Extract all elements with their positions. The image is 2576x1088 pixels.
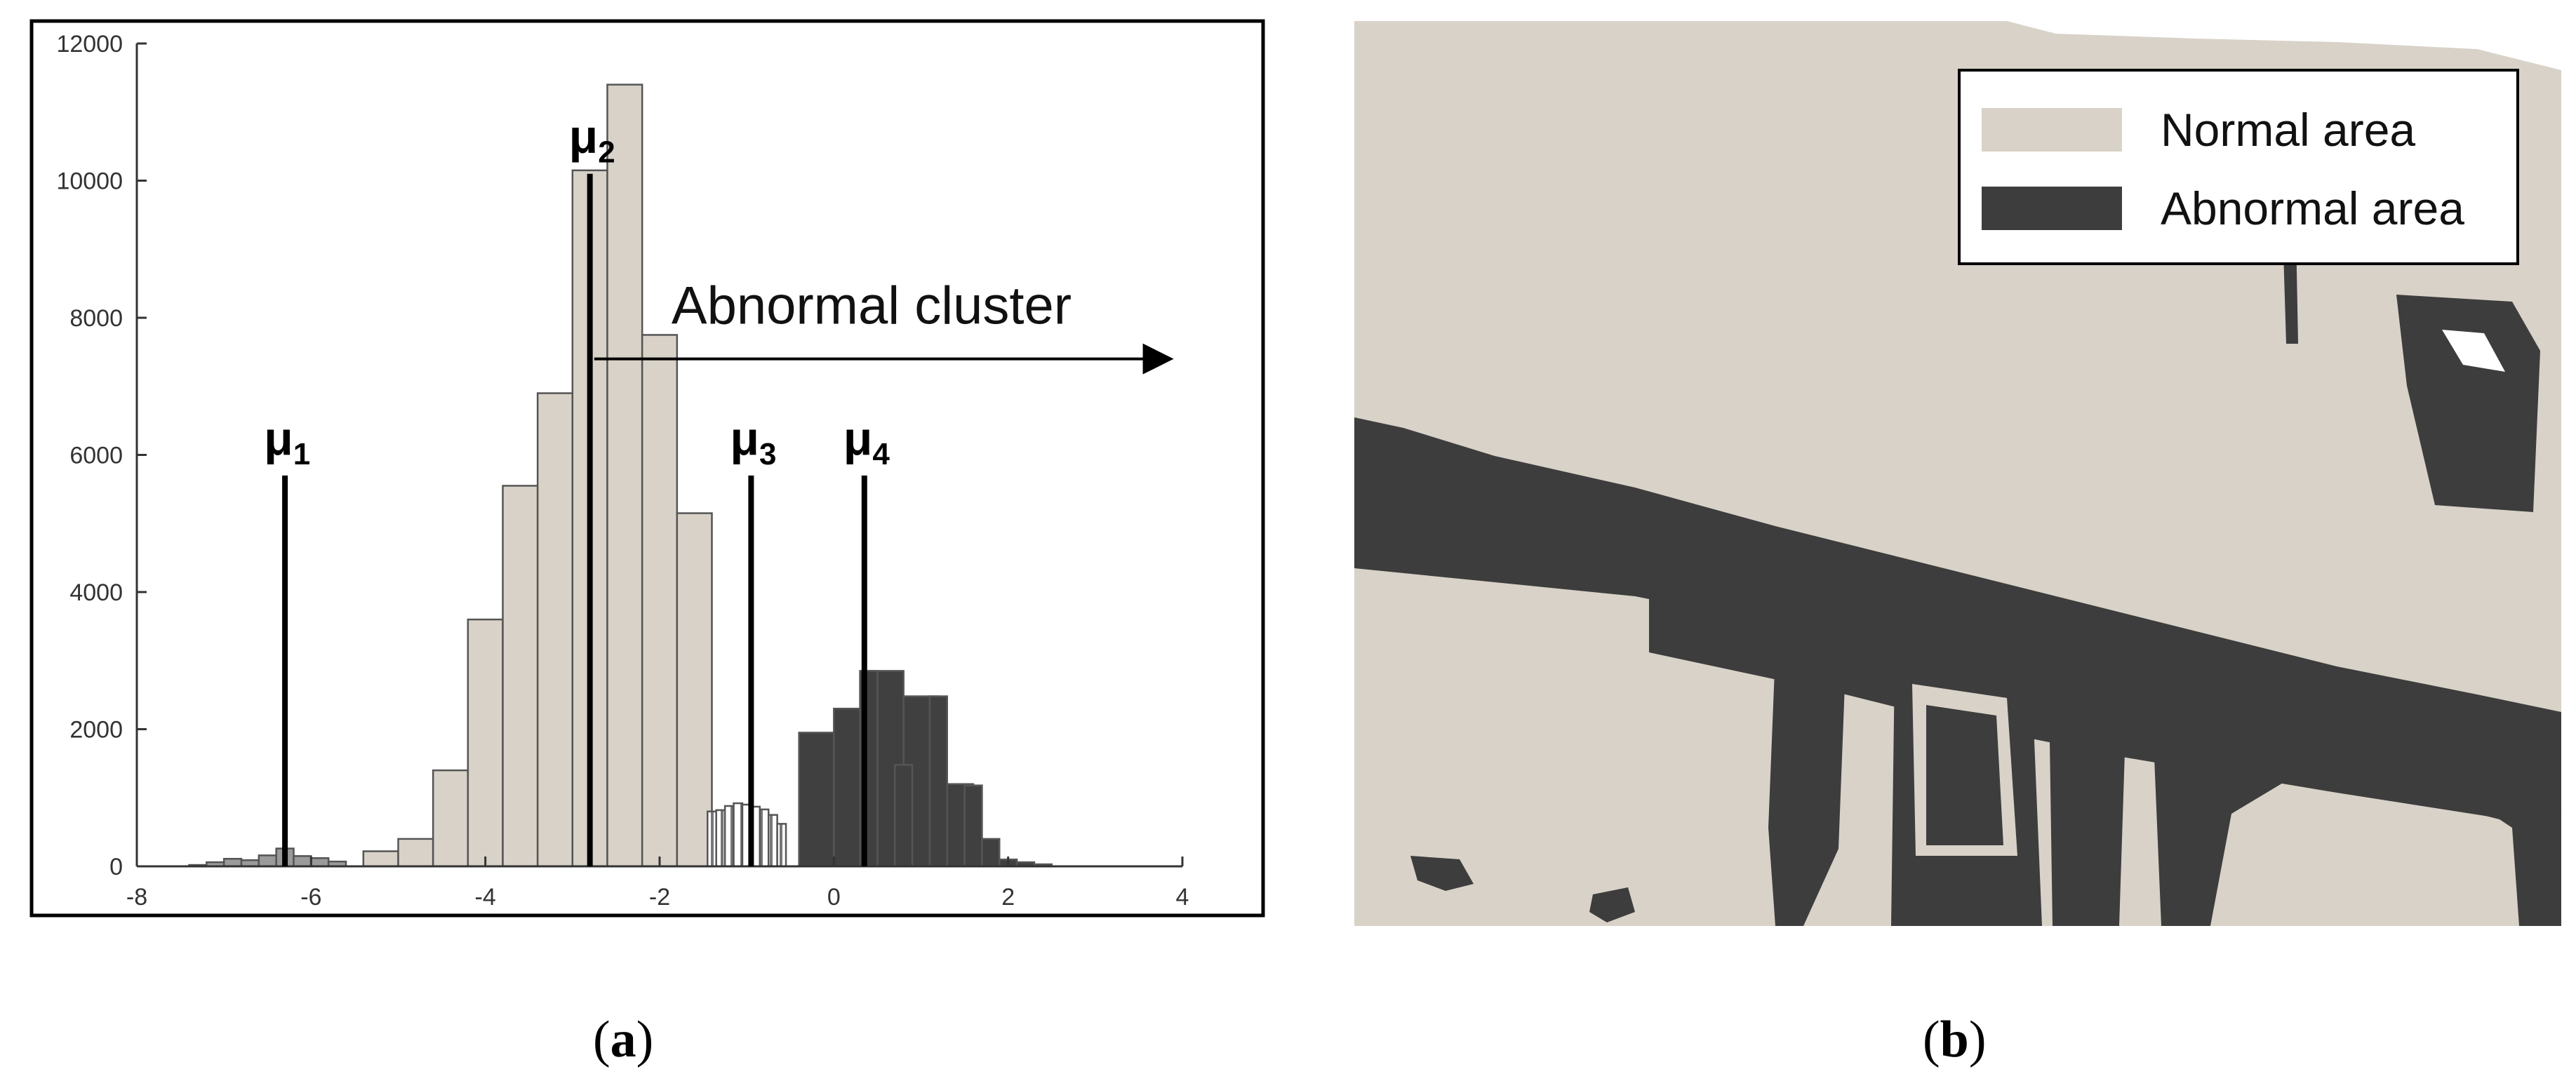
bar-cluster-3 [733, 802, 744, 868]
bar-cluster-3 [715, 809, 726, 868]
bar-cluster-3 [776, 823, 787, 868]
x-tick-label: -4 [475, 884, 496, 911]
bar-cluster-2 [676, 512, 713, 868]
x-tick-label: 4 [1176, 884, 1189, 911]
y-tick-label: 0 [109, 854, 123, 880]
x-tick-label: -8 [126, 884, 147, 911]
legend-item-normal: Normal area [1982, 98, 2415, 161]
bar-cluster-2 [606, 83, 643, 868]
caption-a-letter: a [610, 1011, 636, 1068]
normal-top-ridge [2007, 21, 2561, 70]
caption-a: (a) [593, 1011, 654, 1068]
legend-label-abnormal: Abnormal area [2161, 182, 2464, 234]
abnormal-cluster-label: Abnormal cluster [672, 276, 1072, 336]
bar-cluster-2 [432, 769, 469, 868]
marker-label-mu1: μ1 [264, 412, 310, 471]
x-tick-label: 2 [1001, 884, 1015, 911]
y-tick-label: 8000 [69, 305, 123, 332]
abnormal-column-mid [2049, 694, 2126, 926]
bar-cluster-3 [723, 805, 735, 868]
bar-cluster-4-tail [981, 838, 1001, 868]
bar-cluster-2 [397, 838, 434, 868]
legend: Normal area Abnormal area [1958, 69, 2519, 265]
x-tick-label: 0 [827, 884, 841, 911]
bar-cluster-1 [222, 857, 243, 868]
y-tick-label: 6000 [69, 443, 123, 469]
bar-cluster-3 [707, 810, 717, 868]
histogram-panel: -8 -6 -4 -2 0 2 4 0 2000 4000 6000 8000 10000 12000 μ1… [0, 0, 1277, 933]
abnormal-window [2396, 295, 2540, 512]
bar-cluster-2 [536, 392, 574, 868]
bar-cluster-1 [293, 855, 312, 868]
caption-b: (b) [1923, 1011, 1987, 1068]
y-tick-label: 10000 [56, 168, 123, 195]
door-inner-dark [1926, 705, 2003, 845]
y-tick-label: 4000 [69, 579, 123, 606]
bar-cluster-1 [258, 854, 277, 868]
bar-cluster-4 [798, 732, 835, 868]
abnormal-pillar-left [1768, 652, 1846, 926]
legend-item-abnormal: Abnormal area [1982, 177, 2464, 240]
abnormal-blob-bottom [1589, 887, 1635, 922]
y-tick-label: 2000 [69, 717, 123, 744]
abnormal-blob-left [1410, 856, 1474, 891]
abnormal-arch [2126, 723, 2561, 926]
caption-b-letter: b [1940, 1011, 1969, 1068]
bar-cluster-2 [502, 485, 539, 868]
bar-cluster-4-tail [928, 695, 948, 868]
abnormal-cluster-arrow-head [1142, 343, 1174, 375]
bar-cluster-1 [310, 857, 330, 868]
bar-cluster-2 [467, 618, 504, 868]
legend-swatch-abnormal [1982, 187, 2122, 230]
bar-cluster-2 [641, 334, 679, 868]
histogram-chart: -8 -6 -4 -2 0 2 4 0 2000 4000 6000 8000 10000 12000 μ1… [29, 19, 1265, 918]
window-highlight [2442, 330, 2505, 372]
bar-cluster-4-tail [963, 784, 983, 868]
y-tick-label: 12000 [56, 31, 123, 58]
legend-swatch-normal [1982, 108, 2122, 152]
bar-cluster-3 [759, 808, 770, 868]
bar-cluster-3 [767, 814, 778, 868]
x-tick-label: -6 [300, 884, 321, 911]
bar-cluster-4-tail [894, 764, 914, 868]
legend-label-normal: Normal area [2161, 104, 2416, 156]
x-tick-label: -2 [649, 884, 670, 911]
bar-cluster-2 [362, 850, 399, 868]
